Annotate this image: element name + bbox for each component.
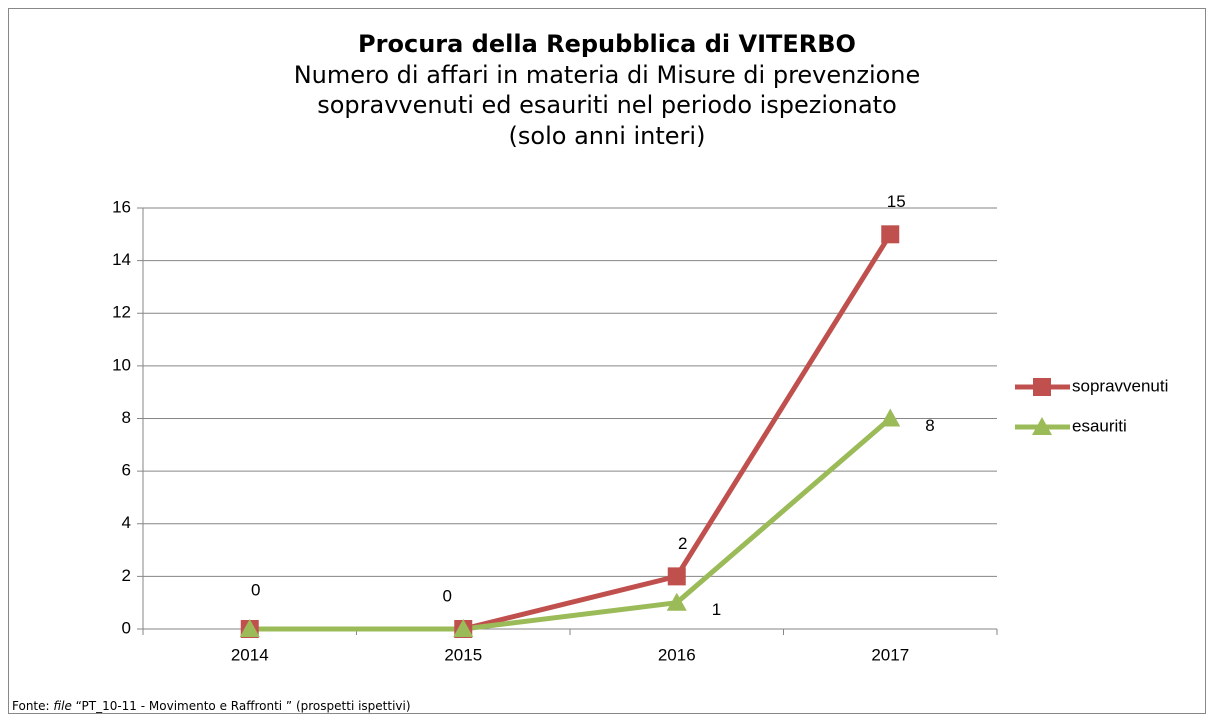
y-tick-label: 2	[122, 566, 131, 585]
chart-title: Procura della Repubblica di VITERBO	[358, 30, 856, 58]
chart-subtitle: (solo anni interi)	[509, 122, 706, 150]
data-label: 15	[887, 192, 906, 211]
x-tick-label: 2017	[871, 645, 909, 664]
y-tick-label: 10	[112, 355, 131, 374]
source-note: Fonte: file “PT_10-11 - Movimento e Raff…	[12, 699, 411, 713]
source-rest: “PT_10-11 - Movimento e Raffronti ” (pro…	[72, 699, 411, 713]
data-point	[880, 408, 901, 427]
y-tick-label: 16	[112, 197, 131, 216]
data-label: 0	[251, 580, 260, 599]
series-line	[249, 416, 892, 632]
data-label: 8	[925, 416, 934, 435]
legend-label: esauriti	[1072, 416, 1127, 435]
data-label: 2	[678, 534, 687, 553]
y-tick-label: 6	[122, 461, 131, 480]
y-tick-label: 14	[112, 250, 131, 269]
chart-subtitle: sopravvenuti ed esauriti nel periodo isp…	[317, 91, 897, 119]
legend-marker	[1033, 378, 1051, 396]
y-tick-label: 4	[122, 513, 131, 532]
x-tick-label: 2014	[231, 645, 269, 664]
x-tick-label: 2016	[658, 645, 696, 664]
y-tick-label: 12	[112, 303, 131, 322]
data-point	[666, 592, 687, 611]
data-point	[881, 225, 900, 244]
source-italic: file	[53, 699, 71, 713]
chart-subtitle: Numero di affari in materia di Misure di…	[294, 61, 921, 89]
x-tick-label: 2015	[444, 645, 482, 664]
legend-label: sopravvenuti	[1072, 376, 1168, 395]
data-point	[667, 567, 686, 586]
data-point	[239, 619, 260, 637]
legend-marker	[1032, 417, 1052, 435]
data-point	[453, 619, 474, 637]
source-prefix: Fonte:	[12, 699, 53, 713]
data-label: 1	[712, 600, 721, 619]
y-tick-label: 8	[122, 408, 131, 427]
y-tick-label: 0	[122, 618, 131, 637]
data-label: 0	[443, 586, 452, 605]
